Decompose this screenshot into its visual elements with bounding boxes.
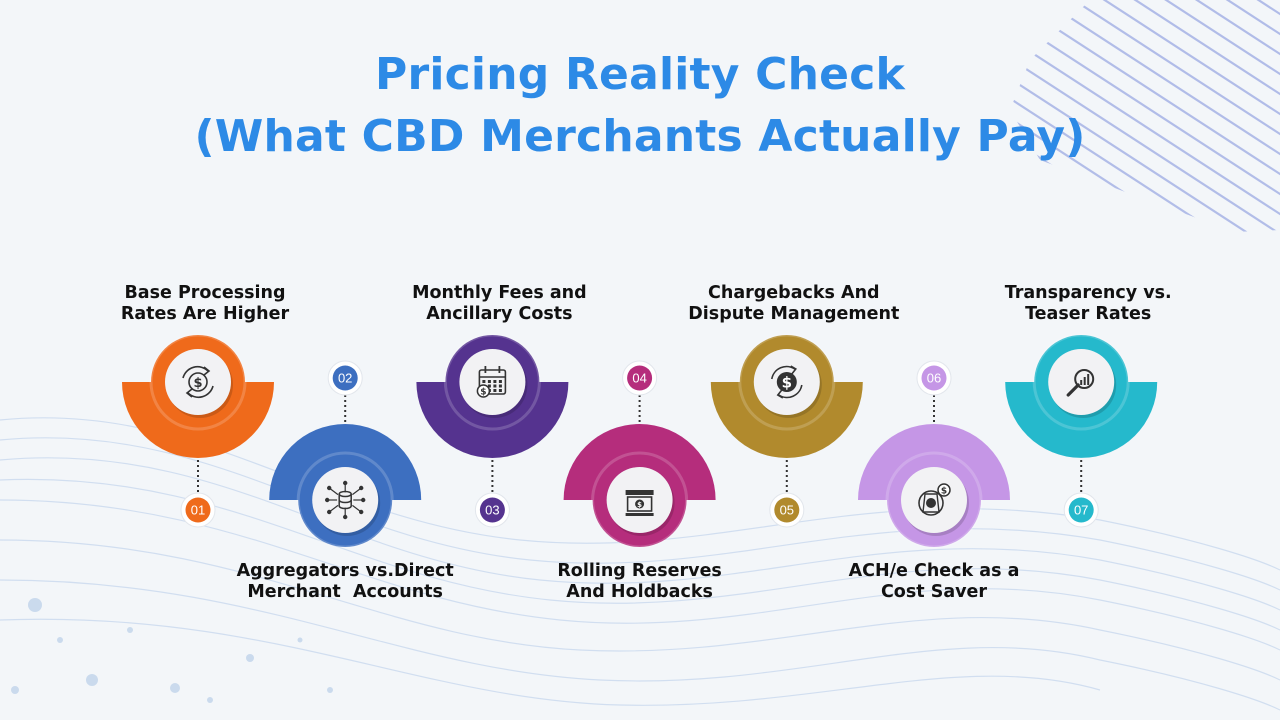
step-number: 03 — [485, 503, 499, 518]
step-01: $01 — [122, 333, 274, 528]
step-label: Aggregators vs.Direct Merchant Accounts — [220, 561, 470, 603]
step-label: Rolling Reserves And Holdbacks — [515, 561, 765, 603]
step-badge-fill — [1068, 497, 1094, 523]
step-number: 05 — [780, 503, 794, 518]
step-badge-fill — [479, 497, 505, 523]
step-label: Transparency vs. Teaser Rates — [963, 283, 1213, 325]
step-icon-bg — [312, 467, 379, 533]
magnify-chart-icon — [1066, 369, 1095, 397]
step-badge-fill — [774, 497, 800, 523]
step-badge-fill — [332, 365, 358, 391]
step-label-line-2: Merchant Accounts — [247, 582, 443, 602]
step-label-line-2: And Holdbacks — [566, 582, 713, 602]
step-label-line-2: Cost Saver — [880, 582, 988, 602]
step-label: Monthly Fees and Ancillary Costs — [374, 283, 624, 325]
bokeh-dots — [11, 598, 333, 703]
step-number: 01 — [191, 503, 205, 518]
step-label-line-2: Rates Are Higher — [120, 304, 290, 324]
svg-text:$: $ — [637, 501, 642, 509]
step-icon-bg — [165, 349, 231, 415]
calendar-money-icon: $ — [476, 366, 507, 398]
step-label-line-1: Aggregators vs.Direct — [236, 561, 454, 581]
dollar-cycle-icon: $ — [182, 365, 214, 399]
step-label-line-1: Chargebacks And — [708, 283, 880, 303]
step-badge-fill — [185, 497, 211, 523]
step-label-line-2: Dispute Management — [688, 304, 900, 324]
step-label: ACH/e Check as a Cost Saver — [809, 561, 1059, 603]
bank-reserve-icon: $ — [625, 490, 654, 516]
page-title: Pricing Reality Check (What CBD Merchant… — [0, 44, 1280, 168]
step-label: Base Processing Rates Are Higher — [80, 283, 330, 325]
step-06: $06 — [858, 360, 1010, 549]
step-label-line-1: Base Processing — [124, 283, 286, 303]
svg-text:$: $ — [480, 388, 486, 398]
step-label-line-2: Teaser Rates — [1025, 304, 1152, 324]
step-number: 06 — [927, 371, 941, 386]
step-label-line-1: ACH/e Check as a — [848, 561, 1020, 581]
step-label-line-1: Rolling Reserves — [557, 561, 722, 581]
step-05: $05 — [710, 333, 863, 528]
step-number: 02 — [338, 371, 352, 386]
step-label-line-2: Ancillary Costs — [426, 304, 573, 324]
svg-text:$: $ — [193, 376, 202, 391]
step-number: 07 — [1074, 503, 1088, 518]
step-label: Chargebacks And Dispute Management — [669, 283, 919, 325]
wave-lines — [0, 417, 1280, 711]
step-04: $04 — [563, 360, 716, 549]
svg-text:$: $ — [782, 374, 792, 392]
step-icon-bg — [459, 349, 526, 415]
check-payment-icon: $ — [918, 483, 951, 516]
step-badge-fill — [627, 365, 653, 391]
step-07: 07 — [1005, 333, 1158, 528]
title-line-2: (What CBD Merchants Actually Pay) — [194, 111, 1086, 162]
step-number: 04 — [632, 371, 646, 386]
step-label-line-1: Monthly Fees and — [412, 283, 587, 303]
step-badge-fill — [921, 365, 947, 391]
step-label-line-1: Transparency vs. — [1004, 283, 1172, 303]
step-03: $03 — [416, 333, 569, 528]
title-line-1: Pricing Reality Check — [375, 49, 905, 100]
refund-dollar-icon: $ — [771, 365, 803, 399]
network-database-icon — [325, 480, 366, 520]
step-02: 02 — [269, 360, 422, 549]
svg-text:$: $ — [941, 487, 947, 497]
